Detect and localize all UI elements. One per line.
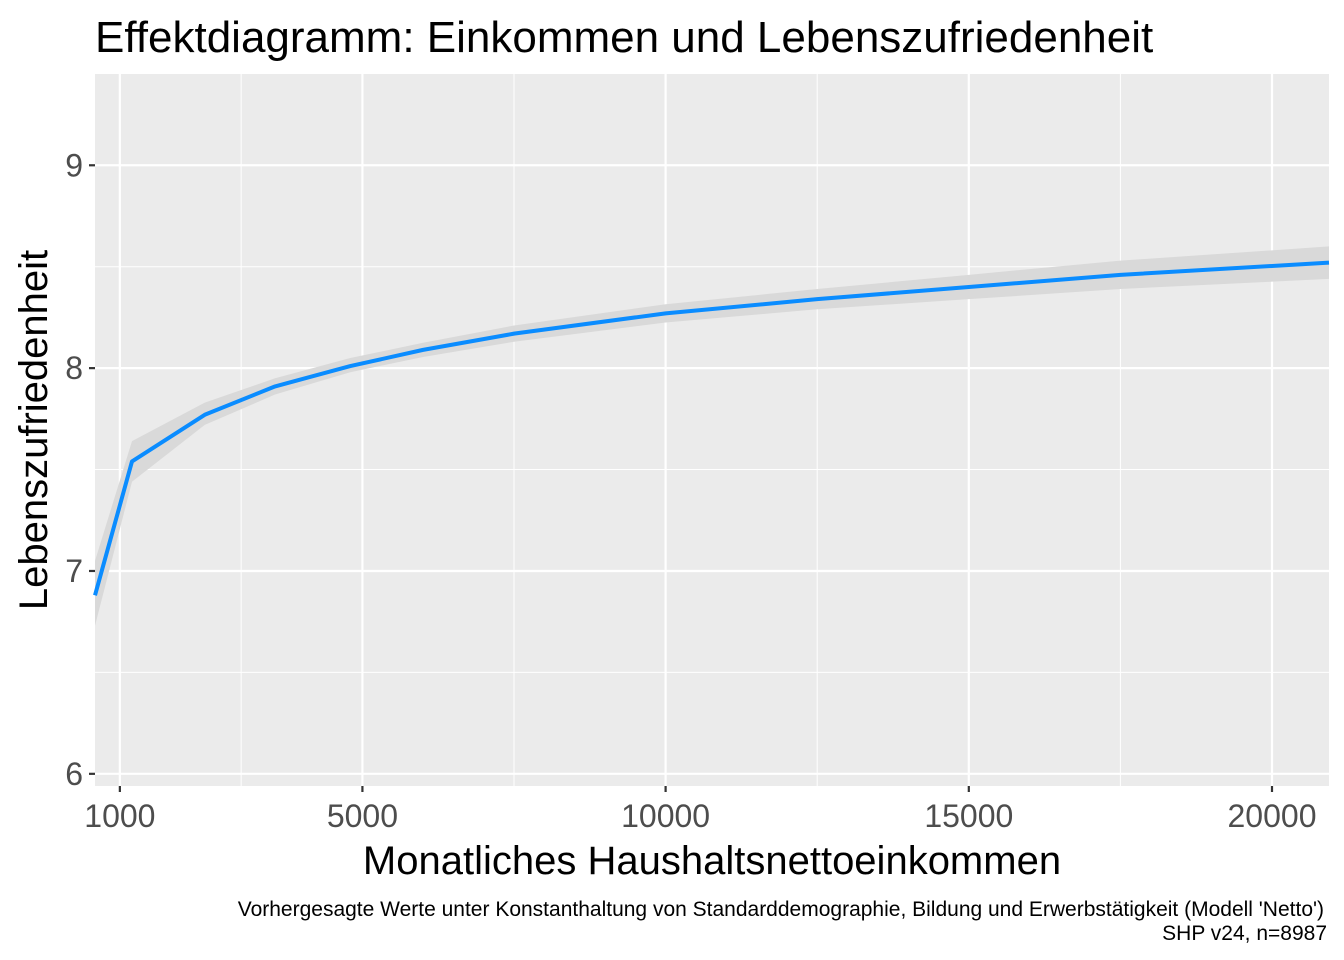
- x-tick-label: 10000: [621, 798, 710, 834]
- y-axis-label: Lebenszufriedenheit: [12, 250, 56, 610]
- caption-source: SHP v24, n=8987: [1162, 922, 1327, 945]
- x-tick-label: 15000: [924, 798, 1013, 834]
- y-tick-label: 6: [65, 756, 83, 792]
- axis-ticks: 1000 5000 10000 15000 20000 6 7 8 9: [65, 147, 1316, 834]
- x-tick-label: 20000: [1228, 798, 1317, 834]
- caption: Vorhergesagte Werte unter Konstanthaltun…: [238, 898, 1324, 921]
- y-tick-label: 8: [65, 350, 83, 386]
- x-tick-label: 1000: [84, 798, 155, 834]
- x-tick-label: 5000: [327, 798, 398, 834]
- chart-title: Effektdiagramm: Einkommen und Lebenszufr…: [95, 13, 1153, 62]
- confidence-band: [95, 246, 1329, 626]
- y-tick-label: 9: [65, 147, 83, 183]
- y-tick-label: 7: [65, 553, 83, 589]
- effect-line: [93, 260, 1330, 596]
- plot-panel: [95, 74, 1329, 786]
- gridlines: [95, 63, 1329, 786]
- x-axis-label: Monatliches Haushaltsnettoeinkommen: [363, 839, 1061, 883]
